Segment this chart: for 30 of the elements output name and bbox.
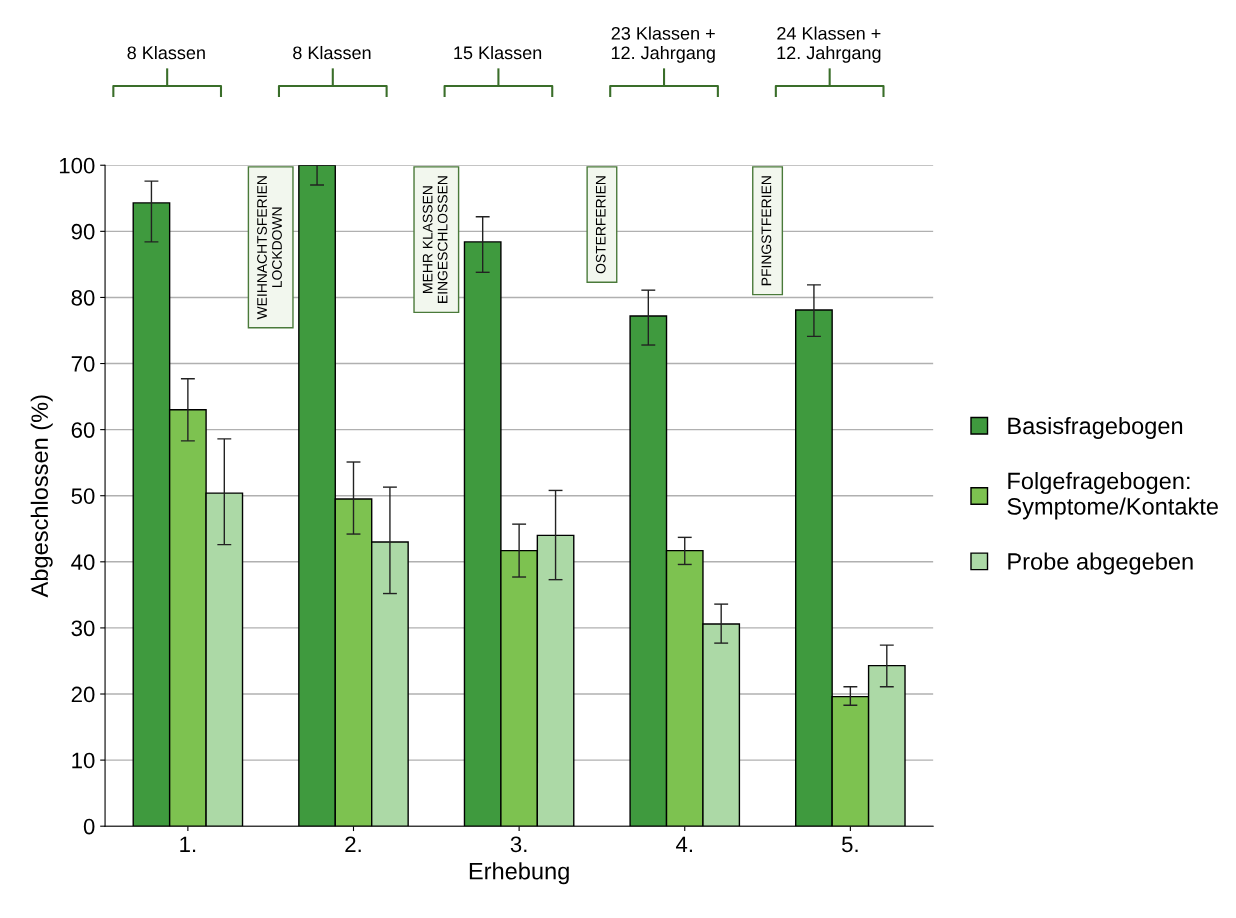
text: 24 Klassen + 12. Jahrgang (777, 26, 881, 63)
y-tick-label: 30 (71, 620, 95, 637)
x-tick-label: 3. (510, 836, 527, 853)
x-tick-label: 1. (180, 836, 196, 853)
y-tick-label: 80 (71, 289, 95, 306)
y-tick-label: 50 (71, 488, 95, 504)
x-tick-label: 4. (675, 836, 692, 853)
annotation: OSTERFERIEN (595, 176, 606, 274)
y-tick-label: 60 (71, 422, 95, 438)
legend-label: Probe abgegeben (1008, 552, 1193, 575)
x-tick-label: 5. (841, 836, 858, 853)
x-tick-label: 2. (345, 836, 361, 853)
legend-label: Folgefragebogen: Symptome/Kontakte (1007, 472, 1218, 520)
y-tick-label: 40 (71, 554, 95, 571)
text: 8 Klassen (127, 45, 205, 60)
y-tick-label: 0 (83, 818, 95, 835)
y-tick-label: 70 (71, 356, 95, 372)
y-tick-label: 90 (71, 223, 95, 240)
y-tick-label: 100 (59, 157, 95, 174)
annotation: MEHR KLASSEN EINGESCHLOSSEN (422, 176, 448, 303)
legend-label: Basisfragebogen (1008, 416, 1183, 439)
text: 8 Klassen (293, 45, 371, 60)
y-tick-label: 10 (72, 752, 95, 769)
text: 15 Klassen (454, 45, 542, 60)
x-axis-title: Erhebung (469, 862, 569, 885)
y-tick-label: 20 (71, 686, 95, 703)
text: 23 Klassen + 12. Jahrgang (611, 26, 715, 63)
annotation: PFINGSTFERIEN (761, 176, 772, 286)
annotation: WEIHNACHTSFERIEN LOCKDOWN (257, 176, 282, 320)
y-axis-title: Abgeschlossen (%) (30, 395, 53, 598)
